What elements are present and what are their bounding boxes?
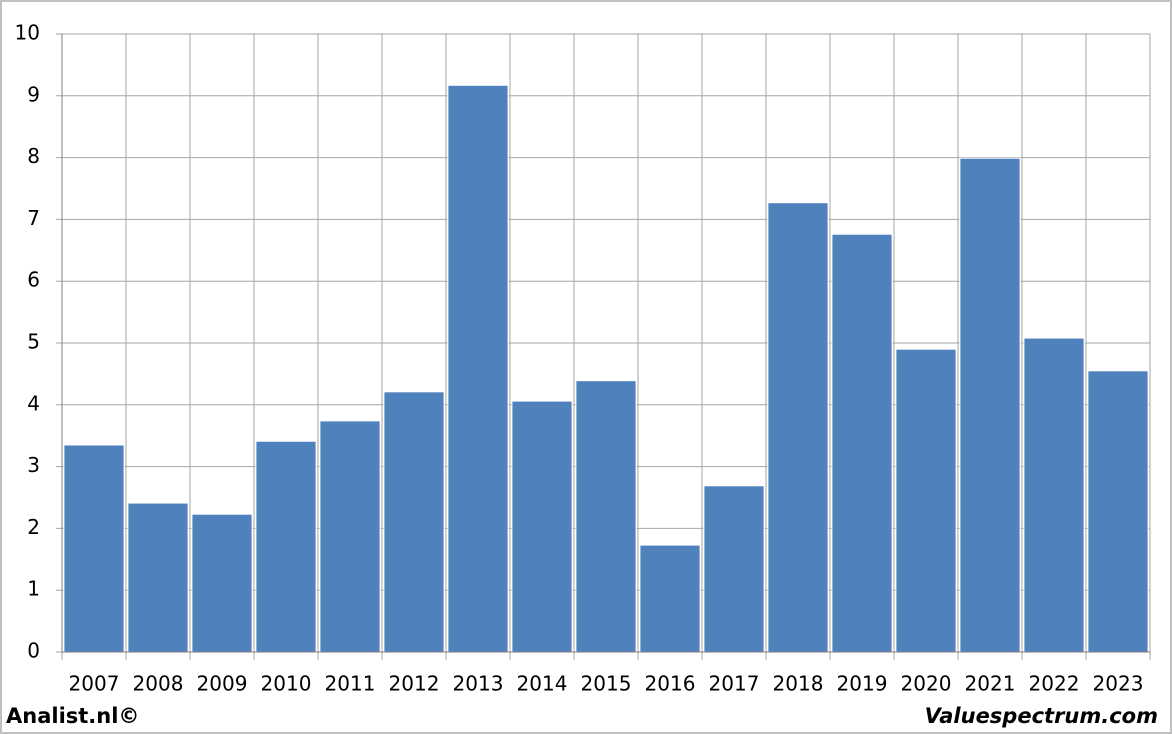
- bar: [191, 513, 253, 653]
- y-tick-label: 6: [27, 268, 40, 292]
- x-tick-label: 2016: [645, 672, 696, 696]
- x-tick-label: 2012: [389, 672, 440, 696]
- x-tick-label: 2021: [965, 672, 1016, 696]
- footer-left: Analist.nl©: [6, 704, 139, 728]
- y-tick-label: 4: [27, 391, 40, 415]
- x-tick-label: 2007: [69, 672, 120, 696]
- bar: [255, 440, 317, 653]
- x-tick-label: 2018: [773, 672, 824, 696]
- bar: [383, 391, 445, 653]
- y-tick-label: 10: [15, 21, 40, 45]
- x-tick-label: 2023: [1093, 672, 1144, 696]
- x-tick-label: 2013: [453, 672, 504, 696]
- x-tick-label: 2010: [261, 672, 312, 696]
- x-tick-label: 2019: [837, 672, 888, 696]
- x-tick-label: 2009: [197, 672, 248, 696]
- bar: [831, 233, 893, 653]
- x-tick-label: 2014: [517, 672, 568, 696]
- y-tick-label: 7: [27, 206, 40, 230]
- x-tick-label: 2017: [709, 672, 760, 696]
- bar: [319, 420, 381, 653]
- x-tick-label: 2008: [133, 672, 184, 696]
- bar: [895, 348, 957, 653]
- bar: [447, 84, 509, 653]
- bar: [1087, 370, 1149, 653]
- bar: [575, 380, 637, 653]
- x-tick-label: 2011: [325, 672, 376, 696]
- y-tick-label: 8: [27, 144, 40, 168]
- y-tick-label: 3: [27, 453, 40, 477]
- y-tick-label: 1: [27, 577, 40, 601]
- y-tick-label: 5: [27, 330, 40, 354]
- x-tick-label: 2020: [901, 672, 952, 696]
- bar: [767, 202, 829, 653]
- y-tick-label: 2: [27, 515, 40, 539]
- y-tick-label: 9: [27, 82, 40, 106]
- y-tick-label: 0: [27, 639, 40, 663]
- footer-right: Valuespectrum.com: [925, 704, 1158, 728]
- bar: [959, 157, 1021, 653]
- bar: [703, 485, 765, 653]
- bar: [63, 444, 125, 653]
- x-tick-label: 2022: [1029, 672, 1080, 696]
- bar: [639, 544, 701, 653]
- bar: [127, 502, 189, 653]
- x-tick-label: 2015: [581, 672, 632, 696]
- bar: [511, 400, 573, 653]
- bar: [1023, 337, 1085, 653]
